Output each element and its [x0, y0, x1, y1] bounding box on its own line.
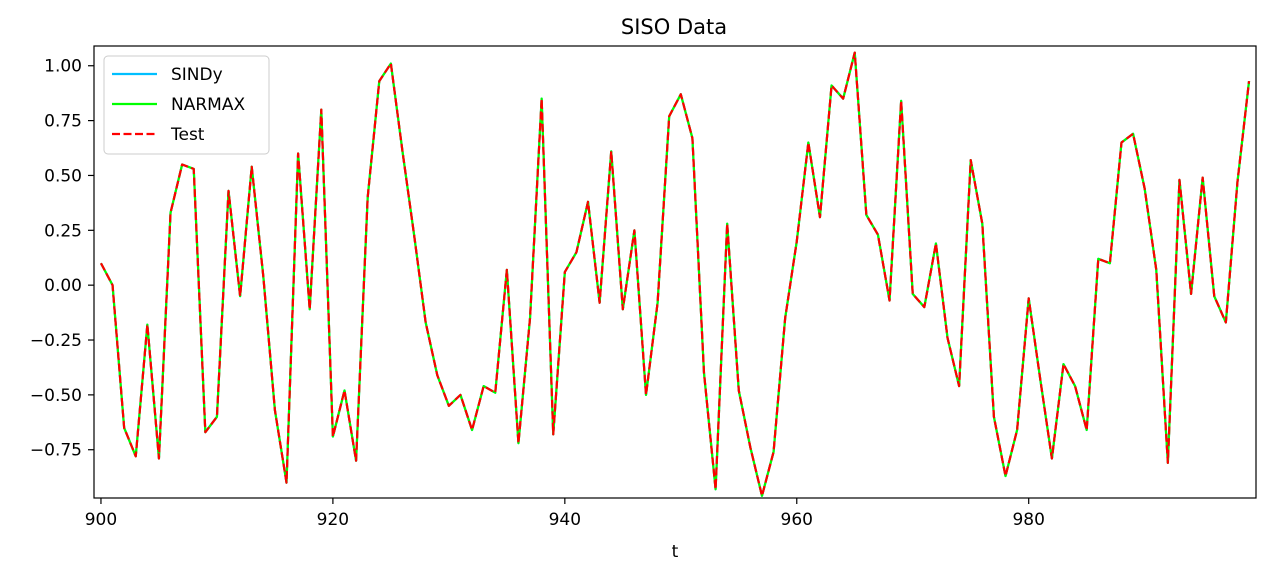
y-tick-label: 0.25	[44, 221, 82, 241]
x-axis-label: t	[672, 542, 679, 562]
y-tick-label: 0.00	[44, 276, 82, 296]
y-tick-label: −0.50	[30, 386, 82, 406]
y-tick-label: 0.75	[44, 112, 82, 132]
x-tick-label: 960	[781, 510, 813, 530]
chart-title: SISO Data	[621, 15, 727, 39]
y-tick-label: 0.50	[44, 166, 82, 186]
x-tick-label: 940	[549, 510, 581, 530]
legend: SINDy NARMAX Test	[104, 56, 269, 154]
legend-label-narmax: NARMAX	[171, 95, 245, 115]
legend-label-sindy: SINDy	[171, 65, 223, 85]
y-tick-label: 1.00	[44, 57, 82, 77]
legend-label-test: Test	[170, 125, 205, 145]
x-tick-label: 900	[85, 510, 117, 530]
y-tick-label: −0.25	[30, 331, 82, 351]
x-tick-label: 980	[1012, 510, 1044, 530]
y-tick-label: −0.75	[30, 441, 82, 461]
x-tick-label: 920	[317, 510, 349, 530]
